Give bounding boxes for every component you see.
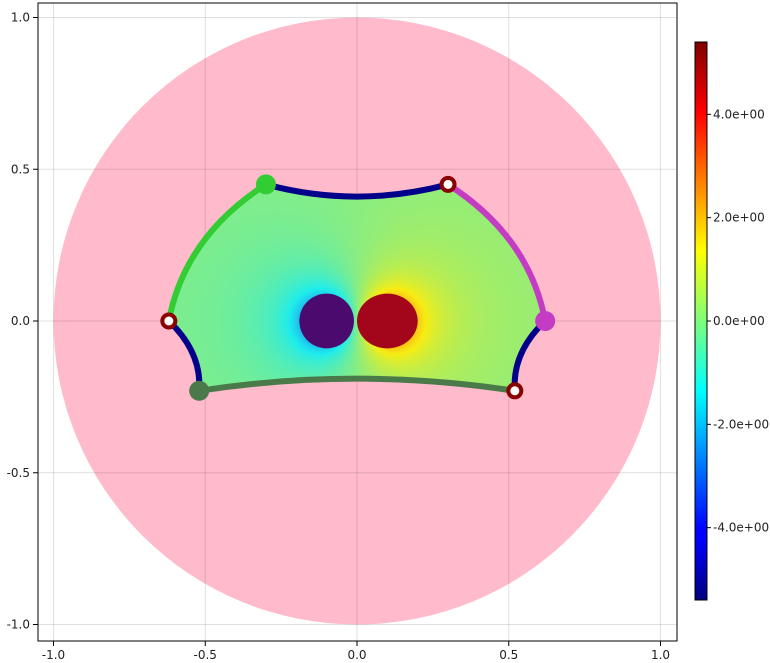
- y-tick-label: 0.5: [11, 162, 30, 176]
- polygon-edge: [262, 181, 452, 200]
- x-tick-label: -0.5: [194, 648, 217, 662]
- vertex-marker: [506, 382, 524, 400]
- y-tick-label: 0.0: [11, 314, 30, 328]
- polygon-edge: [165, 181, 269, 324]
- y-axis: -1.0 -0.5 0.0 0.5 1.0: [7, 11, 38, 632]
- vertex-marker: [439, 175, 457, 193]
- x-tick-label: 1.0: [651, 648, 670, 662]
- y-tick-label: -1.0: [7, 618, 30, 632]
- polygon-vertices: [160, 174, 556, 401]
- field-heatmap: [168, 184, 546, 391]
- x-axis: -1.0 -0.5 0.0 0.5 1.0: [42, 641, 670, 662]
- y-tick-label: -0.5: [7, 466, 30, 480]
- colorbar-tick-label: -2.0e+00: [713, 417, 769, 431]
- x-tick-label: 0.0: [347, 648, 366, 662]
- vertex-marker: [255, 174, 276, 195]
- pole-positive: [357, 293, 418, 349]
- colorbar-tick-label: 0.0e+00: [713, 314, 765, 328]
- polygon-edge: [445, 181, 549, 324]
- pole-negative: [299, 293, 354, 349]
- polygon-edge: [196, 375, 518, 394]
- vertex-marker: [189, 380, 210, 401]
- vertex-marker: [535, 311, 556, 331]
- y-tick-label: 1.0: [11, 11, 30, 25]
- x-tick-label: -1.0: [42, 648, 65, 662]
- colorbar-ticks: -4.0e+00 -2.0e+00 0.0e+00 2.0e+00 4.0e+00: [707, 107, 769, 535]
- colorbar: [694, 41, 708, 601]
- colorbar-tick-label: 4.0e+00: [713, 107, 765, 121]
- x-tick-label: 0.5: [499, 648, 518, 662]
- colorbar-tick-label: -4.0e+00: [713, 521, 769, 535]
- colorbar-tick-label: 2.0e+00: [713, 211, 765, 225]
- vertex-marker: [160, 312, 178, 330]
